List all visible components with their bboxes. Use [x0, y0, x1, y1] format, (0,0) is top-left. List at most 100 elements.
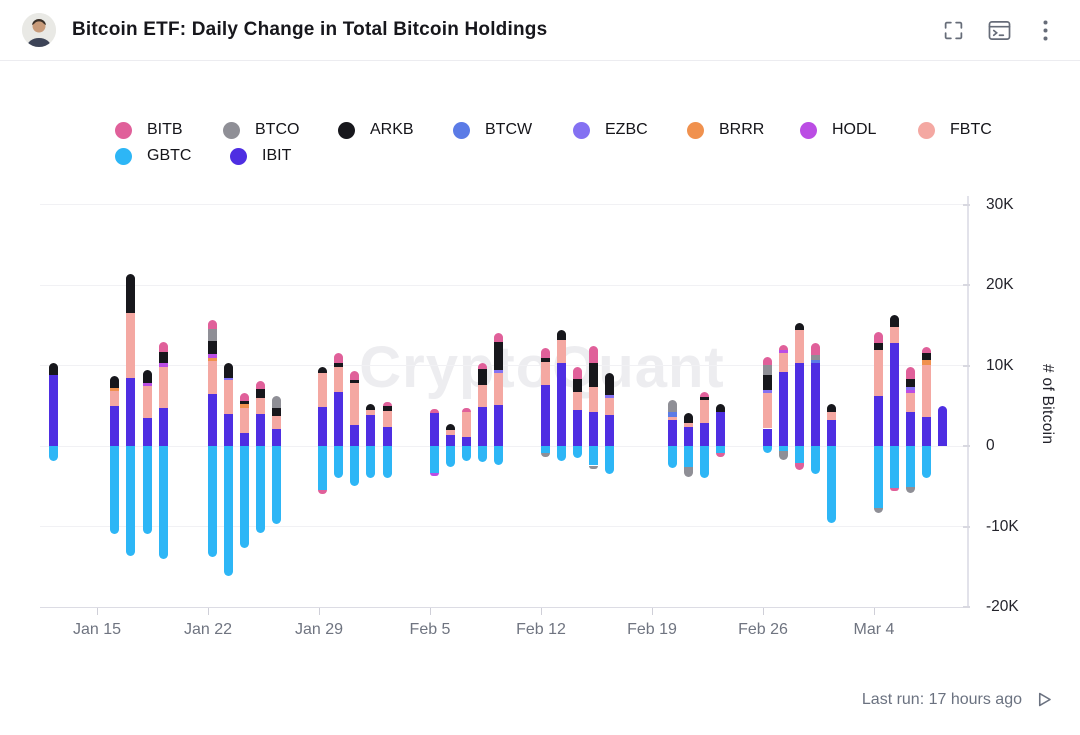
bar-segment-bitb[interactable]: [255, 381, 265, 390]
bar-segment-arkb[interactable]: [493, 342, 503, 370]
bar-segment-btco[interactable]: [271, 396, 281, 409]
bar-segment-arkb[interactable]: [365, 404, 375, 410]
bar-segment-fbtc[interactable]: [239, 408, 249, 434]
bar-segment-ibit[interactable]: [48, 375, 58, 447]
bar-segment-btco[interactable]: [905, 487, 915, 493]
bar-segment-arkb[interactable]: [317, 366, 327, 373]
bar-segment-gbtc[interactable]: [125, 446, 135, 556]
bar-segment-ibit[interactable]: [762, 428, 772, 447]
bar-segment-ezbc[interactable]: [762, 389, 772, 394]
bar-segment-ibit[interactable]: [810, 363, 820, 447]
bar-segment-fbtc[interactable]: [873, 350, 883, 396]
bar-segment-fbtc[interactable]: [588, 387, 598, 413]
bar-segment-fbtc[interactable]: [223, 380, 233, 414]
bar-segment-gbtc[interactable]: [382, 446, 392, 478]
bar-segment-ibit[interactable]: [588, 412, 598, 447]
bar-segment-ibit[interactable]: [937, 405, 947, 447]
bar-segment-arkb[interactable]: [48, 362, 58, 376]
bar-segment-gbtc[interactable]: [699, 446, 709, 479]
bar-segment-arkb[interactable]: [826, 403, 836, 413]
bar-segment-arkb[interactable]: [445, 424, 455, 431]
bar-segment-gbtc[interactable]: [109, 446, 119, 534]
kebab-menu-icon[interactable]: [1032, 17, 1058, 43]
console-icon[interactable]: [986, 17, 1012, 43]
bar-segment-bitb[interactable]: [794, 463, 804, 471]
bar-segment-arkb[interactable]: [699, 397, 709, 400]
bar-segment-arkb[interactable]: [158, 352, 168, 364]
bar-segment-gbtc[interactable]: [810, 446, 820, 474]
bar-segment-gbtc[interactable]: [826, 446, 836, 524]
bar-segment-bitb[interactable]: [810, 343, 820, 356]
bar-segment-arkb[interactable]: [333, 362, 343, 368]
bar-segment-arkb[interactable]: [271, 408, 281, 417]
bar-segment-hodl[interactable]: [905, 389, 915, 394]
bar-segment-ibit[interactable]: [207, 393, 217, 447]
bar-segment-ibit[interactable]: [572, 409, 582, 447]
bar-segment-bitb[interactable]: [762, 356, 772, 365]
bar-segment-bitb[interactable]: [778, 344, 788, 350]
bar-segment-ibit[interactable]: [540, 385, 550, 447]
bar-segment-bitb[interactable]: [572, 367, 582, 379]
bar-segment-arkb[interactable]: [125, 274, 135, 313]
bar-segment-ibit[interactable]: [239, 433, 249, 447]
bar-segment-fbtc[interactable]: [683, 422, 693, 427]
bar-segment-gbtc[interactable]: [158, 446, 168, 559]
bar-segment-ibit[interactable]: [461, 437, 471, 447]
bar-segment-ibit[interactable]: [905, 412, 915, 447]
bar-segment-fbtc[interactable]: [445, 430, 455, 435]
bar-segment-bitb[interactable]: [905, 366, 915, 380]
bar-segment-ibit[interactable]: [317, 406, 327, 447]
bar-segment-fbtc[interactable]: [461, 412, 471, 438]
bar-segment-gbtc[interactable]: [255, 446, 265, 534]
bar-segment-arkb[interactable]: [572, 378, 582, 393]
bar-segment-fbtc[interactable]: [477, 385, 487, 407]
bar-segment-ibit[interactable]: [333, 392, 343, 447]
legend-item-hodl[interactable]: HODL: [800, 121, 876, 139]
bar-segment-fbtc[interactable]: [271, 416, 281, 430]
bar-segment-btco[interactable]: [540, 453, 550, 458]
bar-segment-ezbc[interactable]: [905, 386, 915, 390]
bar-segment-ibit[interactable]: [556, 363, 566, 447]
bar-segment-bitb[interactable]: [477, 363, 487, 369]
bar-segment-ibit[interactable]: [667, 420, 677, 447]
bar-segment-ibit[interactable]: [429, 413, 439, 447]
bar-segment-hodl[interactable]: [158, 363, 168, 368]
bar-segment-arkb[interactable]: [207, 340, 217, 354]
bar-segment-ibit[interactable]: [271, 429, 281, 447]
bar-segment-ibit[interactable]: [365, 414, 375, 447]
bar-segment-arkb[interactable]: [873, 343, 883, 351]
bar-segment-fbtc[interactable]: [921, 364, 931, 418]
bar-segment-gbtc[interactable]: [540, 446, 550, 454]
bar-segment-ibit[interactable]: [142, 418, 152, 447]
bar-segment-arkb[interactable]: [889, 315, 899, 328]
bar-segment-ibit[interactable]: [604, 414, 614, 447]
bar-segment-bitb[interactable]: [493, 332, 503, 343]
bar-segment-arkb[interactable]: [477, 368, 487, 386]
bar-segment-ibit[interactable]: [826, 420, 836, 447]
bar-segment-ezbc[interactable]: [493, 369, 503, 373]
bar-segment-fbtc[interactable]: [699, 399, 709, 423]
bar-segment-fbtc[interactable]: [540, 361, 550, 386]
bar-segment-ibit[interactable]: [715, 412, 725, 447]
bar-segment-ibit[interactable]: [445, 434, 455, 447]
bar-segment-gbtc[interactable]: [667, 446, 677, 468]
bar-segment-ibit[interactable]: [223, 414, 233, 447]
bar-segment-gbtc[interactable]: [333, 446, 343, 479]
bar-segment-fbtc[interactable]: [207, 360, 217, 394]
bar-segment-arkb[interactable]: [540, 357, 550, 362]
bar-segment-arkb[interactable]: [349, 380, 359, 384]
bar-segment-ibit[interactable]: [889, 343, 899, 447]
bar-segment-ibit[interactable]: [873, 395, 883, 447]
bar-segment-gbtc[interactable]: [604, 446, 614, 474]
bar-segment-fbtc[interactable]: [125, 312, 135, 378]
bar-segment-gbtc[interactable]: [429, 446, 439, 473]
bar-segment-arkb[interactable]: [223, 362, 233, 378]
bar-segment-arkb[interactable]: [109, 376, 119, 389]
bar-segment-arkb[interactable]: [142, 369, 152, 383]
bar-segment-hodl[interactable]: [207, 353, 217, 358]
bar-segment-bitb[interactable]: [715, 453, 725, 458]
bar-segment-gbtc[interactable]: [905, 446, 915, 488]
legend-item-gbtc[interactable]: GBTC: [115, 147, 191, 165]
bar-segment-hodl[interactable]: [778, 349, 788, 353]
bar-segment-gbtc[interactable]: [873, 446, 883, 509]
